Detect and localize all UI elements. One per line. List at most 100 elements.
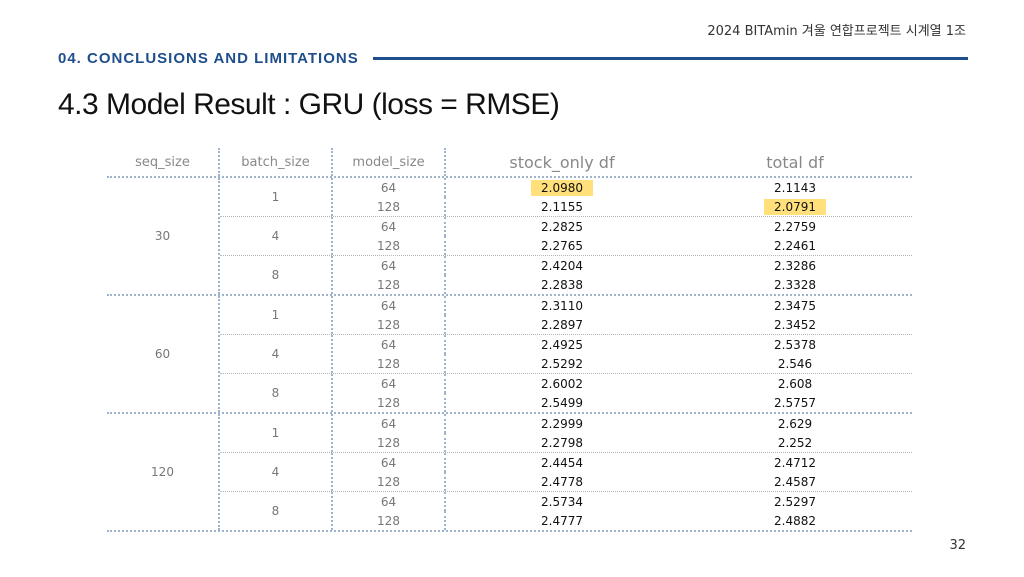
seq-group: 60 1 64 2.3110 2.3475 128 2.2897 2.3452 4 64 2.492… xyxy=(107,296,912,414)
batch-group: 4 64 2.4925 2.5378 128 2.5292 2.546 xyxy=(220,335,912,374)
total-df-value-cell: 2.0791 xyxy=(678,197,912,216)
model-size-cell: 128 xyxy=(333,511,446,530)
batch-size-cell: 4 xyxy=(220,335,333,373)
stock-only-value-cell: 2.1155 xyxy=(446,197,678,216)
table-row: 64 2.0980 2.1143 xyxy=(333,178,912,197)
table-row: 128 2.4777 2.4882 xyxy=(333,511,912,530)
table-row: 128 2.4778 2.4587 xyxy=(333,472,912,491)
stock-only-value: 2.2765 xyxy=(541,238,583,253)
model-size-cell: 64 xyxy=(333,296,446,315)
table-body: 30 1 64 2.0980 2.1143 128 2.1155 2.0791 4 64 2.282… xyxy=(107,178,912,532)
results-table: seq_size batch_size model_size stock_onl… xyxy=(107,148,912,532)
total-df-value: 2.629 xyxy=(777,416,813,431)
table-row: 64 2.6002 2.608 xyxy=(333,374,912,393)
table-row: 64 2.4204 2.3286 xyxy=(333,256,912,275)
batch-size-cell: 1 xyxy=(220,296,333,334)
table-row: 64 2.4454 2.4712 xyxy=(333,453,912,472)
stock-only-value: 2.1155 xyxy=(541,199,583,214)
org-caption: 2024 BITAmin 겨울 연합프로젝트 시계열 1조 xyxy=(707,24,966,39)
model-size-cell: 128 xyxy=(333,236,446,255)
model-size-cell: 128 xyxy=(333,197,446,216)
total-df-value: 2.3475 xyxy=(774,298,816,313)
table-row: 128 2.2798 2.252 xyxy=(333,433,912,452)
stock-only-value: 2.4777 xyxy=(541,513,583,528)
total-df-value: 2.5297 xyxy=(774,494,816,509)
seq-size-cell: 60 xyxy=(107,296,220,412)
total-df-value: 2.608 xyxy=(777,376,813,391)
total-df-value: 2.3286 xyxy=(774,258,816,273)
table-row: 64 2.5734 2.5297 xyxy=(333,492,912,511)
total-df-value-cell: 2.608 xyxy=(678,374,912,393)
batch-size-cell: 1 xyxy=(220,178,333,216)
header-batch-size: batch_size xyxy=(220,148,333,176)
stock-only-value: 2.2897 xyxy=(541,317,583,332)
total-df-value-cell: 2.4882 xyxy=(678,511,912,530)
stock-only-value-cell: 2.4454 xyxy=(446,453,678,472)
table-row: 64 2.4925 2.5378 xyxy=(333,335,912,354)
header-total-df: total df xyxy=(766,152,824,172)
model-size-cell: 64 xyxy=(333,453,446,472)
stock-only-value-cell: 2.4925 xyxy=(446,335,678,354)
total-df-value-cell: 2.546 xyxy=(678,354,912,373)
total-df-value-cell: 2.3328 xyxy=(678,275,912,294)
table-row: 64 2.2999 2.629 xyxy=(333,414,912,433)
table-row: 128 2.1155 2.0791 xyxy=(333,197,912,216)
model-size-cell: 128 xyxy=(333,472,446,491)
stock-only-value-cell: 2.2825 xyxy=(446,217,678,236)
stock-only-value: 2.2999 xyxy=(541,416,583,431)
batch-group: 8 64 2.5734 2.5297 128 2.4777 2.4882 xyxy=(220,492,912,530)
table-row: 64 2.3110 2.3475 xyxy=(333,296,912,315)
total-df-value: 2.4882 xyxy=(774,513,816,528)
seq-group: 30 1 64 2.0980 2.1143 128 2.1155 2.0791 4 64 2.282… xyxy=(107,178,912,296)
model-size-cell: 64 xyxy=(333,256,446,275)
total-df-value: 2.5378 xyxy=(774,337,816,352)
stock-only-value: 2.4925 xyxy=(541,337,583,352)
total-df-value-cell: 2.2461 xyxy=(678,236,912,255)
batch-group: 8 64 2.4204 2.3286 128 2.2838 2.3328 xyxy=(220,256,912,294)
total-df-value: 2.2461 xyxy=(774,238,816,253)
total-df-value-cell: 2.3452 xyxy=(678,315,912,334)
total-df-value: 2.4712 xyxy=(774,455,816,470)
table-row: 128 2.2838 2.3328 xyxy=(333,275,912,294)
total-df-value: 2.546 xyxy=(777,356,813,371)
stock-only-value-cell: 2.2897 xyxy=(446,315,678,334)
stock-only-value: 2.2825 xyxy=(541,219,583,234)
stock-only-value-cell: 2.5734 xyxy=(446,492,678,511)
total-df-value: 2.3328 xyxy=(774,277,816,292)
stock-only-value-cell: 2.6002 xyxy=(446,374,678,393)
batch-size-cell: 8 xyxy=(220,374,333,412)
total-df-value-cell: 2.5757 xyxy=(678,393,912,412)
page-number: 32 xyxy=(949,538,966,553)
batch-size-cell: 1 xyxy=(220,414,333,452)
seq-size-cell: 120 xyxy=(107,414,220,530)
batch-size-cell: 8 xyxy=(220,492,333,530)
stock-only-value-cell: 2.5292 xyxy=(446,354,678,373)
stock-only-value: 2.0980 xyxy=(531,179,593,196)
stock-only-value: 2.5734 xyxy=(541,494,583,509)
total-df-value-cell: 2.5297 xyxy=(678,492,912,511)
model-size-cell: 64 xyxy=(333,217,446,236)
stock-only-value: 2.2838 xyxy=(541,277,583,292)
stock-only-value-cell: 2.0980 xyxy=(446,178,678,197)
stock-only-value: 2.4204 xyxy=(541,258,583,273)
total-df-value-cell: 2.2759 xyxy=(678,217,912,236)
total-df-value: 2.0791 xyxy=(764,198,826,215)
stock-only-value: 2.4778 xyxy=(541,474,583,489)
section-header: 04. CONCLUSIONS AND LIMITATIONS xyxy=(58,48,968,68)
stock-only-value-cell: 2.2838 xyxy=(446,275,678,294)
stock-only-value: 2.2798 xyxy=(541,435,583,450)
batch-group: 4 64 2.4454 2.4712 128 2.4778 2.4587 xyxy=(220,453,912,492)
total-df-value-cell: 2.3475 xyxy=(678,296,912,315)
model-size-cell: 64 xyxy=(333,414,446,433)
table-row: 64 2.2825 2.2759 xyxy=(333,217,912,236)
stock-only-value-cell: 2.5499 xyxy=(446,393,678,412)
model-size-cell: 128 xyxy=(333,275,446,294)
model-size-cell: 128 xyxy=(333,315,446,334)
model-size-cell: 128 xyxy=(333,433,446,452)
total-df-value-cell: 2.629 xyxy=(678,414,912,433)
batch-group: 8 64 2.6002 2.608 128 2.5499 2.5757 xyxy=(220,374,912,412)
model-size-cell: 128 xyxy=(333,354,446,373)
model-size-cell: 64 xyxy=(333,374,446,393)
table-header-row: seq_size batch_size model_size stock_onl… xyxy=(107,148,912,178)
table-row: 128 2.2897 2.3452 xyxy=(333,315,912,334)
